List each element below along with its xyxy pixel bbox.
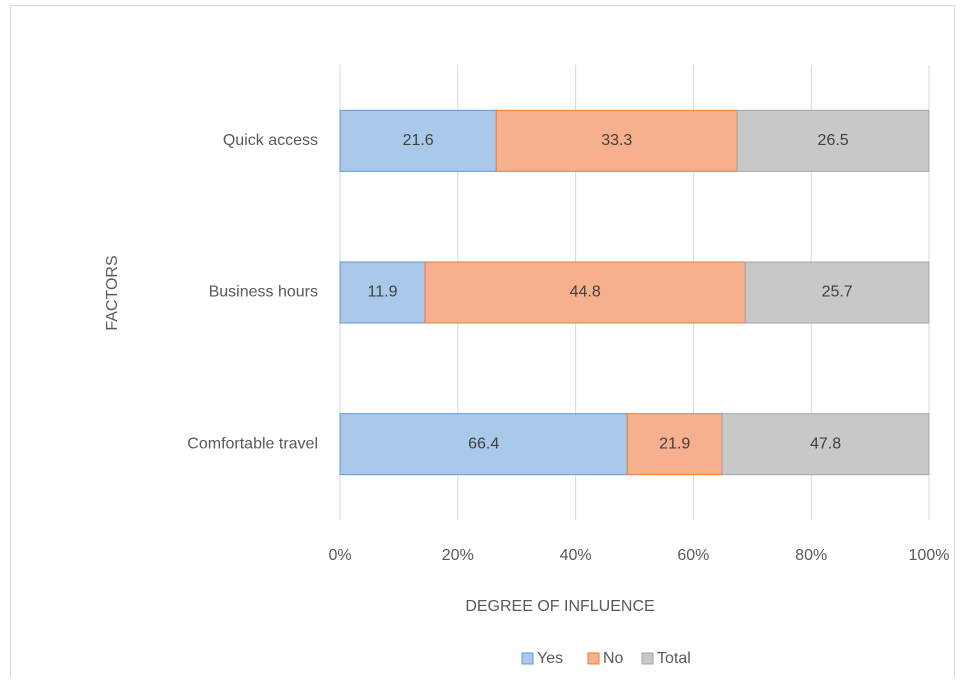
y-tick-label: Quick access (223, 132, 318, 149)
bar-segment (339, 261, 426, 324)
legend-label: No (603, 650, 624, 667)
y-axis-title: FACTORS (104, 255, 121, 330)
data-label: 66.4 (468, 435, 499, 452)
x-tick-label: 80% (795, 547, 827, 564)
bar-segment (339, 413, 628, 476)
bar-segment (744, 261, 930, 324)
bar-segment (495, 109, 738, 172)
data-label: 44.8 (570, 284, 601, 301)
chart-frame (10, 5, 955, 682)
legend-swatch (521, 652, 534, 665)
x-tick-label: 40% (560, 547, 592, 564)
x-axis-title: DEGREE OF INFLUENCE (465, 598, 654, 615)
data-label: 33.3 (601, 132, 632, 149)
x-tick-label: 20% (442, 547, 474, 564)
bar-segment (721, 413, 930, 476)
data-label: 21.6 (403, 132, 434, 149)
x-tick-label: 60% (677, 547, 709, 564)
x-tick-label: 100% (909, 547, 950, 564)
legend-label: Yes (537, 650, 563, 667)
bar-segment (424, 261, 746, 324)
data-label: 47.8 (810, 435, 841, 452)
x-tick-label: 0% (328, 547, 351, 564)
data-label: 26.5 (818, 132, 849, 149)
legend-label: Total (657, 650, 691, 667)
data-label: 11.9 (368, 284, 398, 301)
y-tick-label: Business hours (209, 284, 318, 301)
bar-segment (339, 109, 497, 172)
data-label: 21.9 (659, 435, 690, 452)
legend-swatch (587, 652, 600, 665)
bar-segment (736, 109, 930, 172)
y-tick-label: Comfortable travel (187, 435, 318, 452)
legend-swatch (641, 652, 654, 665)
data-label: 25.7 (822, 284, 853, 301)
